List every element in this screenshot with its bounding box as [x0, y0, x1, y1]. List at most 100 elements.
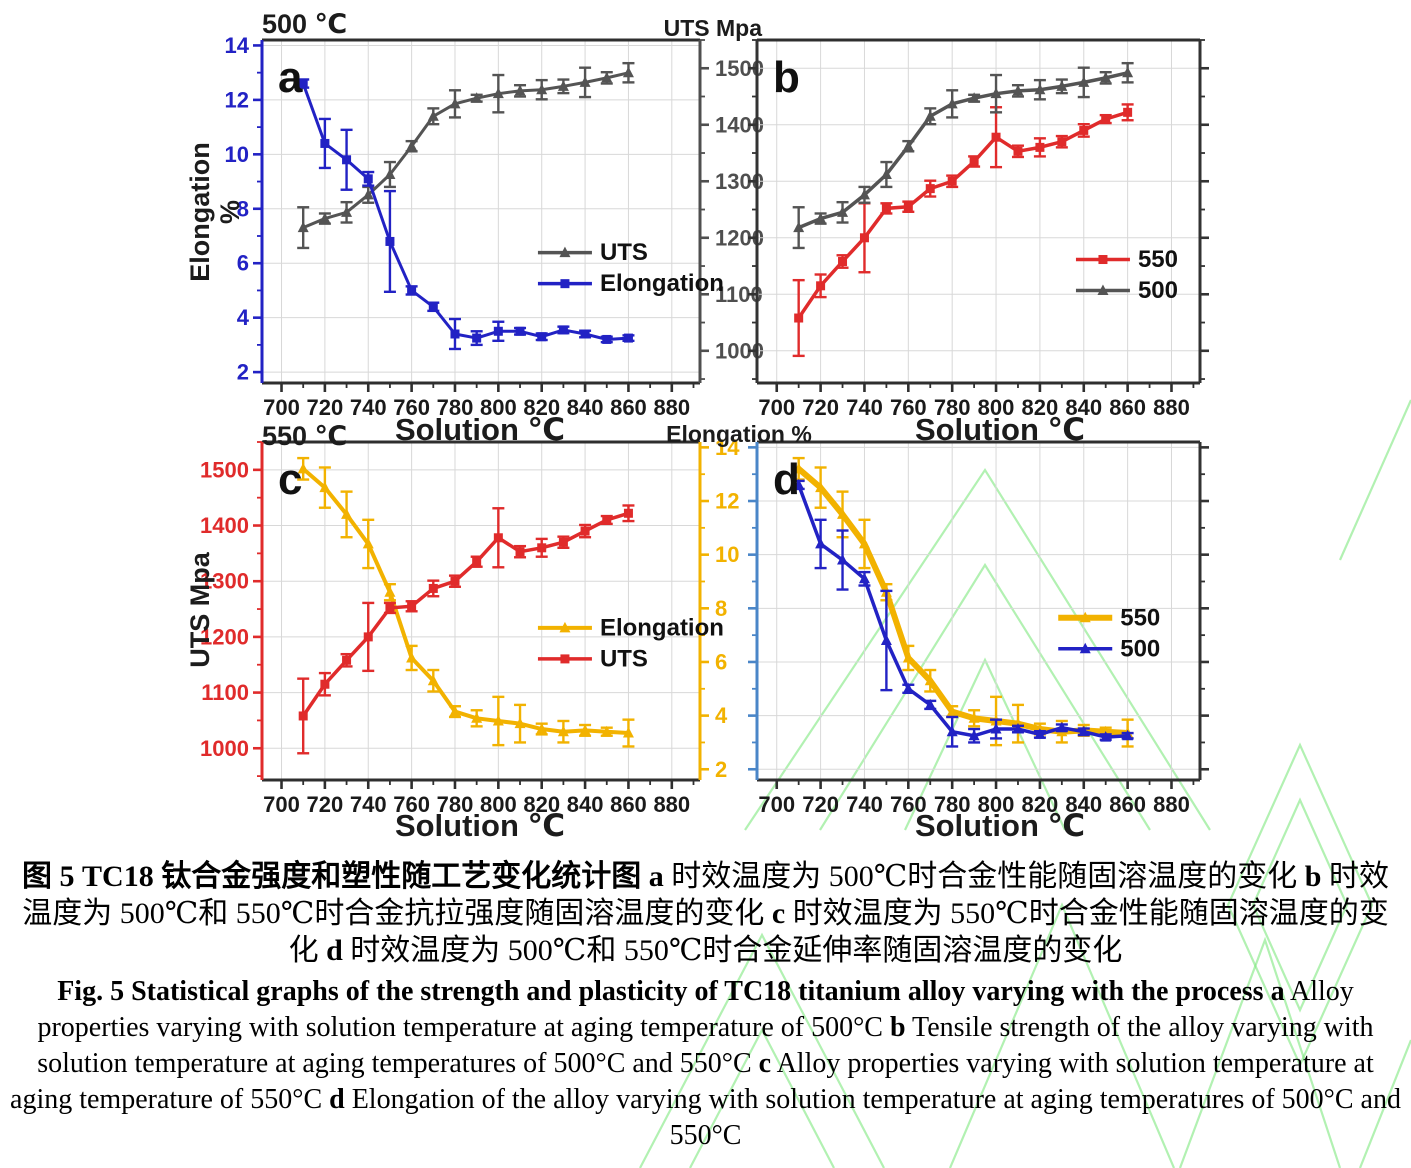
- svg-text:UTS: UTS: [600, 645, 648, 672]
- panel-letter: d: [773, 455, 800, 504]
- x-axis-label-panel-d: Solution ℃: [914, 808, 1086, 843]
- svg-text:740: 740: [350, 395, 387, 420]
- axis-label-uts-mpa-top: UTS Mpa: [663, 15, 762, 41]
- axis-label-elongation-left: Elongation %: [185, 142, 245, 282]
- grid: [757, 40, 1200, 383]
- series-Elongation: [297, 78, 635, 351]
- caption-chinese: 图 5 TC18 钛合金强度和塑性随工艺变化统计图 a 时效温度为 500℃时合…: [8, 858, 1403, 969]
- legend: UTS Elongation: [537, 239, 724, 297]
- svg-text:880: 880: [1153, 395, 1190, 420]
- svg-text:Elongation: Elongation: [600, 614, 724, 641]
- svg-text:4: 4: [237, 305, 250, 330]
- left-axis-ticks: 2 4 6 8 10 12 14: [225, 33, 262, 385]
- svg-text:860: 860: [610, 792, 647, 817]
- svg-text:14: 14: [715, 435, 740, 460]
- x-axis-ticks: 700 720 740 760 780 800 820 840 860 880: [263, 780, 695, 817]
- svg-text:8: 8: [237, 196, 249, 221]
- caption-segment: a: [1270, 976, 1285, 1007]
- svg-text:4: 4: [715, 703, 728, 728]
- svg-text:550: 550: [1120, 604, 1160, 631]
- panel-letter: c: [278, 455, 302, 504]
- svg-text:880: 880: [653, 395, 690, 420]
- series-550: [792, 103, 1134, 358]
- svg-text:760: 760: [890, 395, 927, 420]
- caption-segment: 时效温度为 500℃时合金性能随固溶温度的变化: [663, 860, 1305, 893]
- svg-text:780: 780: [437, 395, 474, 420]
- svg-text:UTS: UTS: [600, 239, 648, 266]
- svg-text:10: 10: [715, 542, 739, 567]
- svg-text:1000: 1000: [200, 736, 249, 761]
- plot-frame: [755, 38, 1202, 385]
- svg-text:720: 720: [307, 395, 344, 420]
- series-500: [792, 61, 1134, 250]
- svg-text:700: 700: [758, 792, 795, 817]
- caption-segment: b: [889, 1012, 906, 1043]
- left-axis-ticks: 1000 1100 1200 1300 1400 1500: [200, 441, 262, 778]
- svg-text:6: 6: [237, 251, 249, 276]
- series-Elongation: [297, 456, 635, 748]
- svg-text:760: 760: [393, 395, 430, 420]
- caption-segment: d: [329, 1084, 345, 1115]
- left-axis-ticks: [748, 39, 757, 380]
- svg-text:700: 700: [263, 792, 300, 817]
- svg-text:1100: 1100: [201, 680, 249, 705]
- svg-text:820: 820: [1022, 395, 1059, 420]
- svg-text:14: 14: [225, 33, 250, 58]
- svg-text:880: 880: [653, 792, 690, 817]
- svg-text:720: 720: [307, 792, 344, 817]
- svg-text:1200: 1200: [200, 624, 249, 649]
- grid: [262, 40, 700, 383]
- caption-segment: Fig. 5 Statistical graphs of the strengt…: [57, 976, 1271, 1007]
- caption-segment: Elongation of the alloy varying with sol…: [344, 1084, 1401, 1151]
- svg-text:860: 860: [610, 395, 647, 420]
- svg-text:2: 2: [237, 360, 249, 385]
- caption-segment: d: [326, 934, 343, 967]
- svg-text:550: 550: [1138, 246, 1178, 273]
- svg-text:760: 760: [393, 792, 430, 817]
- x-axis-ticks: 700 720 740 760 780 800 820 840 860 880: [758, 383, 1195, 420]
- svg-text:6: 6: [715, 649, 727, 674]
- svg-text:700: 700: [758, 395, 795, 420]
- caption-segment: 图 5 TC18 钛合金强度和塑性随工艺变化统计图: [22, 860, 649, 893]
- svg-text:720: 720: [802, 395, 839, 420]
- svg-text:500: 500: [1120, 635, 1160, 662]
- svg-text:8: 8: [715, 596, 727, 621]
- svg-text:12: 12: [715, 489, 739, 514]
- panel-a-title: 500 ℃: [262, 9, 348, 39]
- legend: Elongation UTS: [537, 614, 724, 672]
- svg-text:840: 840: [567, 395, 604, 420]
- caption-segment: 时效温度为 500℃和 550℃时合金延伸率随固溶温度的变化: [342, 934, 1123, 967]
- right-axis-ticks: [1200, 39, 1209, 380]
- svg-text:1500: 1500: [200, 457, 249, 482]
- axis-label-uts-left: UTS Mpa: [185, 552, 215, 668]
- svg-text:740: 740: [846, 395, 883, 420]
- svg-text:740: 740: [350, 792, 387, 817]
- svg-text:Elongation: Elongation: [600, 270, 724, 297]
- svg-text:500: 500: [1138, 277, 1178, 304]
- svg-text:780: 780: [934, 395, 971, 420]
- svg-text:840: 840: [1065, 395, 1102, 420]
- svg-text:10: 10: [225, 142, 249, 167]
- x-axis-label-panel-b: Solution ℃: [914, 412, 1086, 447]
- svg-text:820: 820: [523, 395, 560, 420]
- svg-text:780: 780: [437, 792, 474, 817]
- chart-c: 1000 1100 1200 1300 1400 1500 2 4 6 8 10 12 14 700 720…: [200, 435, 740, 817]
- svg-text:2: 2: [715, 757, 727, 782]
- caption-segment: b: [1304, 860, 1322, 893]
- series-UTS: [297, 61, 635, 250]
- caption-segment: c: [771, 897, 786, 930]
- axis-label-elongation-right: Elongation %: [666, 421, 812, 447]
- caption-english: Fig. 5 Statistical graphs of the strengt…: [8, 974, 1403, 1154]
- svg-text:840: 840: [567, 792, 604, 817]
- svg-text:800: 800: [480, 395, 517, 420]
- svg-text:800: 800: [978, 395, 1015, 420]
- series-UTS: [297, 504, 635, 755]
- svg-text:12: 12: [225, 87, 249, 112]
- caption-segment: c: [758, 1048, 772, 1079]
- caption-segment: a: [648, 860, 664, 893]
- svg-text:1400: 1400: [200, 513, 249, 538]
- svg-text:700: 700: [263, 395, 300, 420]
